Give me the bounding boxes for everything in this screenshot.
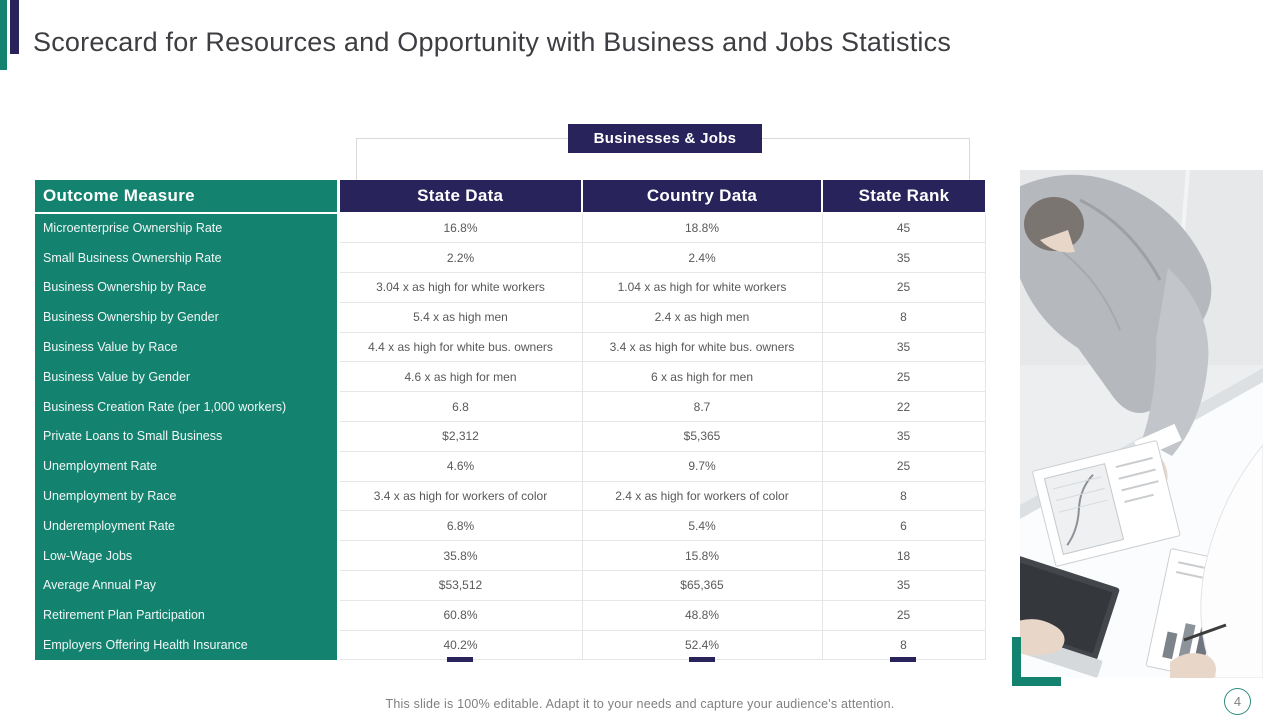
footer-note: This slide is 100% editable. Adapt it to… xyxy=(385,697,895,711)
table-header-row: Outcome Measure State Data Country Data … xyxy=(35,180,985,214)
section-badge-businesses-jobs: Businesses & Jobs xyxy=(568,124,762,153)
country-cell: 5.4% xyxy=(582,510,823,542)
table-row: Business Creation Rate (per 1,000 worker… xyxy=(35,391,986,423)
business-meeting-photo xyxy=(1020,170,1263,678)
rank-cell: 25 xyxy=(822,272,986,303)
row-label-cell: Business Value by Gender xyxy=(35,361,340,392)
row-label-cell: Average Annual Pay xyxy=(35,570,340,601)
table-row: Business Ownership by Race 3.04 x as high… xyxy=(35,272,986,303)
rank-cell: 25 xyxy=(822,451,986,482)
table-row: Underemployment Rate 6.8% 5.4% 6 xyxy=(35,510,986,542)
table-row: Employers Offering Health Insurance 40.2%… xyxy=(35,630,986,661)
outcome-measure-header: Outcome Measure xyxy=(35,180,340,214)
state-rank-header: State Rank xyxy=(822,180,985,214)
title-accent-bar-navy xyxy=(10,0,19,54)
country-data-header: Country Data xyxy=(582,180,823,214)
country-cell: 2.4 x as high men xyxy=(582,302,823,333)
state-cell: $53,512 xyxy=(338,570,583,601)
row-label-cell: Business Value by Race xyxy=(35,332,340,362)
rank-cell: 22 xyxy=(822,391,986,423)
country-cell: 1.04 x as high for white workers xyxy=(582,272,823,303)
scorecard-table: Outcome Measure State Data Country Data … xyxy=(35,180,986,661)
country-cell: 52.4% xyxy=(582,630,823,661)
state-cell: 2.2% xyxy=(338,242,583,274)
state-cell: 40.2% xyxy=(338,630,583,661)
row-label-cell: Business Creation Rate (per 1,000 worker… xyxy=(35,391,340,422)
rank-cell: 35 xyxy=(822,242,986,274)
row-label-cell: Underemployment Rate xyxy=(35,510,340,541)
rank-cell: 45 xyxy=(822,212,986,244)
table-row: Small Business Ownership Rate 2.2% 2.4% 35 xyxy=(35,242,986,274)
table-row: Business Value by Gender 4.6 x as high fo… xyxy=(35,361,986,393)
country-cell: 9.7% xyxy=(582,451,823,482)
country-cell: $65,365 xyxy=(582,570,823,601)
rank-cell: 35 xyxy=(822,332,986,363)
country-cell: 3.4 x as high for white bus. owners xyxy=(582,332,823,363)
state-cell: 3.04 x as high for white workers xyxy=(338,272,583,303)
rank-cell: 8 xyxy=(822,481,986,512)
state-data-header: State Data xyxy=(338,180,583,214)
country-cell: 2.4 x as high for workers of color xyxy=(582,481,823,512)
row-label-cell: Low-Wage Jobs xyxy=(35,540,340,571)
state-cell: 4.4 x as high for white bus. owners xyxy=(338,332,583,363)
country-cell: 48.8% xyxy=(582,600,823,631)
row-label-cell: Microenterprise Ownership Rate xyxy=(35,212,340,243)
table-row: Unemployment Rate 4.6% 9.7% 25 xyxy=(35,451,986,482)
country-cell: $5,365 xyxy=(582,421,823,452)
table-row: Private Loans to Small Business $2,312 $5,… xyxy=(35,421,986,452)
state-cell: 5.4 x as high men xyxy=(338,302,583,333)
table-row: Business Ownership by Gender 5.4 x as hig… xyxy=(35,302,986,333)
row-label-cell: Business Ownership by Gender xyxy=(35,302,340,333)
row-label-cell: Private Loans to Small Business xyxy=(35,421,340,452)
country-cell: 18.8% xyxy=(582,212,823,244)
photo-corner-bracket-horizontal xyxy=(1012,677,1061,686)
row-label-cell: Unemployment Rate xyxy=(35,451,340,482)
rank-column-accent-mark xyxy=(890,657,916,662)
page-number: 4 xyxy=(1233,694,1242,709)
rank-cell: 8 xyxy=(822,302,986,333)
rank-cell: 25 xyxy=(822,600,986,631)
rank-cell: 8 xyxy=(822,630,986,661)
photo-corner-bracket-vertical xyxy=(1012,637,1021,686)
state-cell: $2,312 xyxy=(338,421,583,452)
table-row: Business Value by Race 4.4 x as high for … xyxy=(35,332,986,363)
row-label-cell: Small Business Ownership Rate xyxy=(35,242,340,273)
country-cell: 2.4% xyxy=(582,242,823,274)
rank-cell: 25 xyxy=(822,361,986,393)
rank-cell: 18 xyxy=(822,540,986,572)
country-cell: 15.8% xyxy=(582,540,823,572)
rank-cell: 35 xyxy=(822,421,986,452)
country-cell: 6 x as high for men xyxy=(582,361,823,393)
country-cell: 8.7 xyxy=(582,391,823,423)
state-cell: 6.8% xyxy=(338,510,583,542)
table-row: Low-Wage Jobs 35.8% 15.8% 18 xyxy=(35,540,986,572)
table-row: Unemployment by Race 3.4 x as high for wo… xyxy=(35,481,986,512)
title-accent-bar-teal xyxy=(0,0,7,70)
business-meeting-photo-svg xyxy=(1020,170,1263,678)
table-row: Retirement Plan Participation 60.8% 48.8% 2… xyxy=(35,600,986,631)
state-cell: 4.6 x as high for men xyxy=(338,361,583,393)
state-cell: 4.6% xyxy=(338,451,583,482)
row-label-cell: Retirement Plan Participation xyxy=(35,600,340,631)
table-body: Microenterprise Ownership Rate 16.8% 18.8%… xyxy=(35,212,986,661)
row-label-cell: Unemployment by Race xyxy=(35,481,340,511)
state-cell: 6.8 xyxy=(338,391,583,423)
row-label-cell: Employers Offering Health Insurance xyxy=(35,630,340,660)
row-label-cell: Business Ownership by Race xyxy=(35,272,340,303)
state-cell: 35.8% xyxy=(338,540,583,572)
table-row: Microenterprise Ownership Rate 16.8% 18.8%… xyxy=(35,212,986,244)
state-cell: 3.4 x as high for workers of color xyxy=(338,481,583,512)
rank-cell: 35 xyxy=(822,570,986,601)
page-title: Scorecard for Resources and Opportunity … xyxy=(33,27,952,57)
section-badge-label: Businesses & Jobs xyxy=(593,130,737,147)
rank-cell: 6 xyxy=(822,510,986,542)
page-number-badge: 4 xyxy=(1224,688,1251,715)
state-column-accent-mark xyxy=(447,657,473,662)
country-column-accent-mark xyxy=(689,657,715,662)
state-cell: 16.8% xyxy=(338,212,583,244)
table-row: Average Annual Pay $53,512 $65,365 35 xyxy=(35,570,986,601)
state-cell: 60.8% xyxy=(338,600,583,631)
